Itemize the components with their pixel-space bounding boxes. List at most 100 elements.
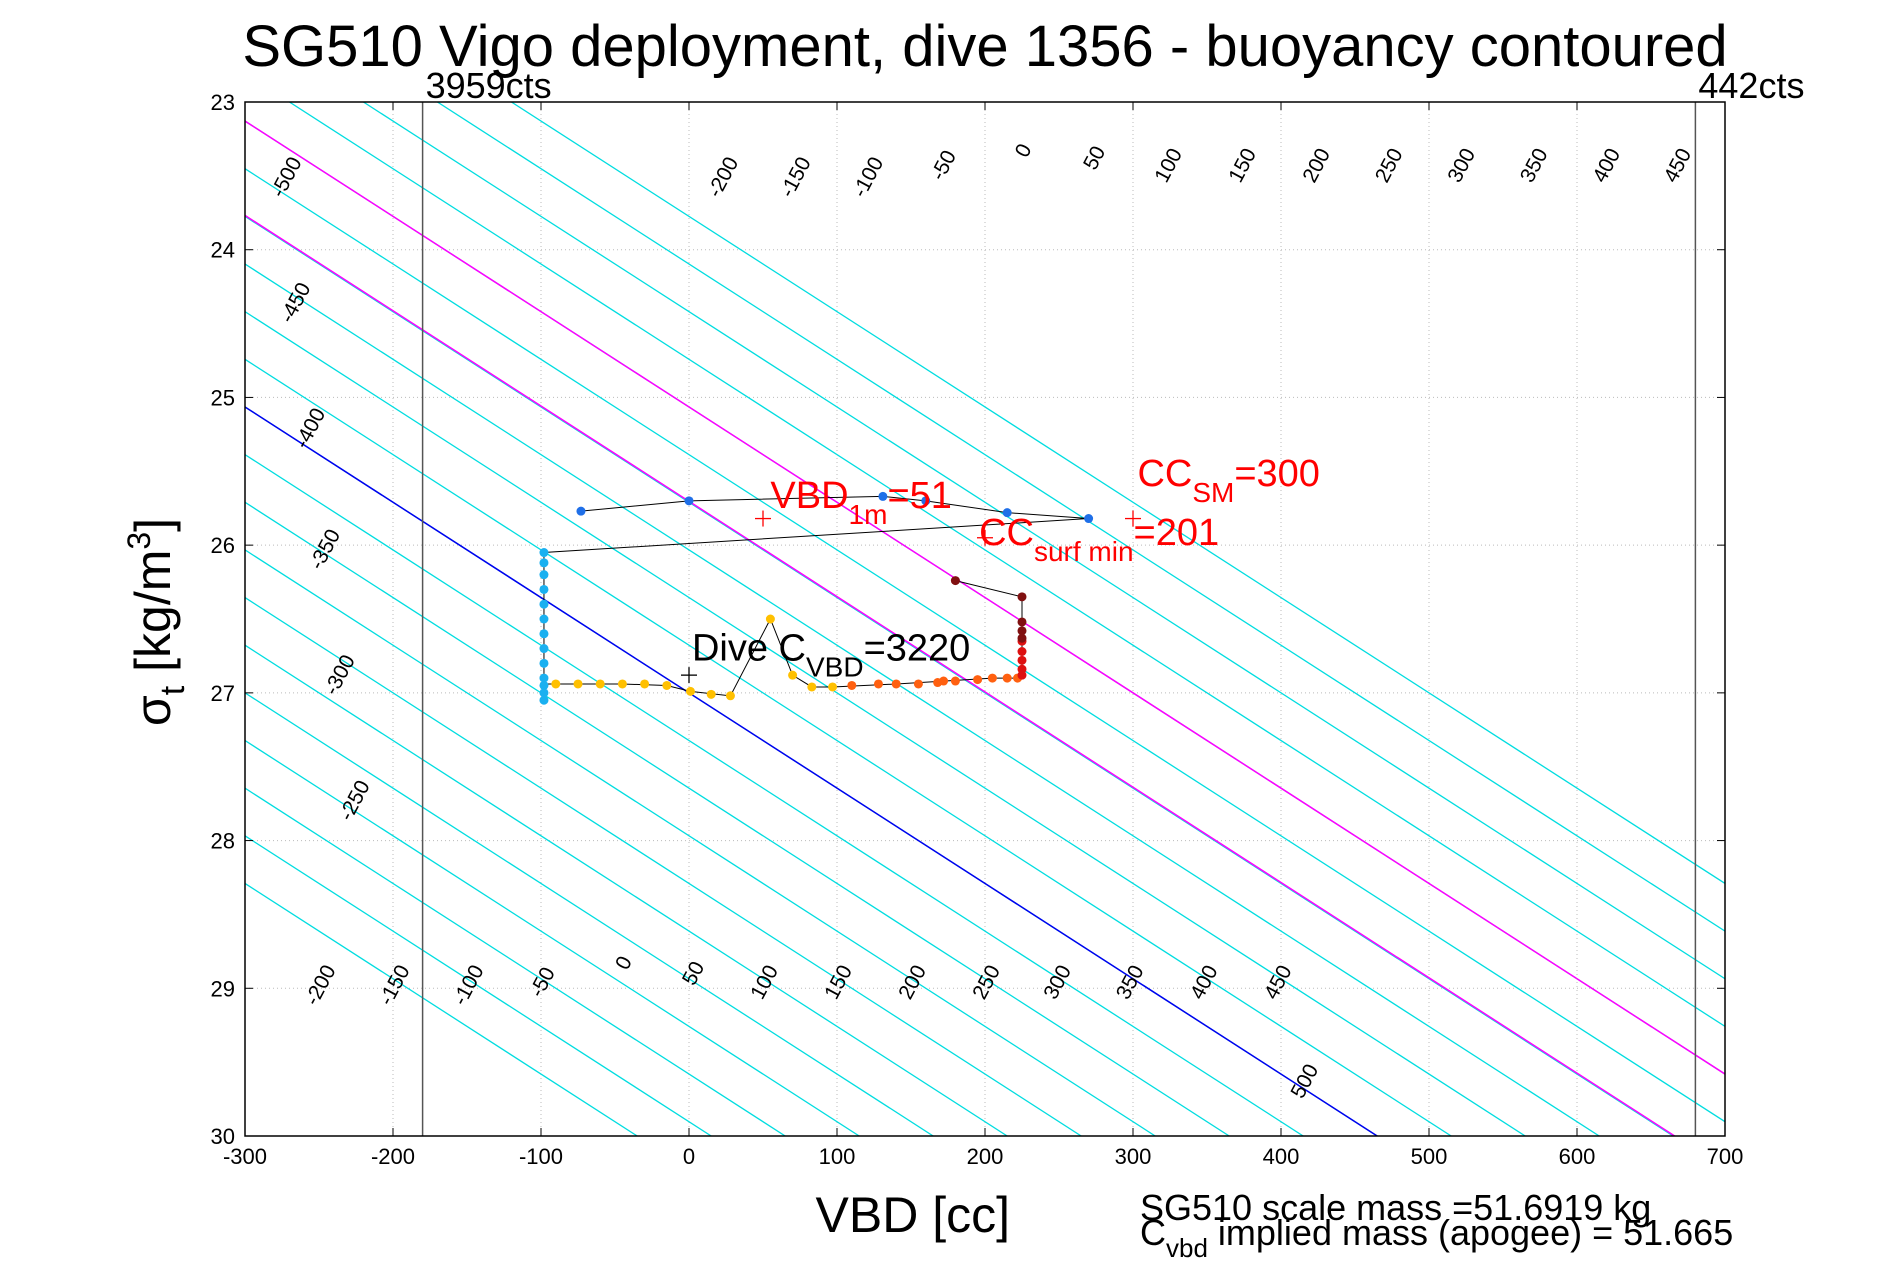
data-point	[878, 491, 888, 501]
buoyancy-contour-line	[245, 835, 712, 1136]
chart-title: SG510 Vigo deployment, dive 1356 - buoya…	[242, 14, 1727, 79]
x-tick-label: 200	[967, 1144, 1004, 1169]
data-point	[725, 691, 735, 701]
buoyancy-contour-line	[245, 644, 1008, 1136]
buoyancy-contour-line	[245, 358, 1452, 1136]
data-point	[1084, 514, 1094, 524]
data-point	[685, 686, 695, 696]
marker-label-tail: =201	[1134, 512, 1220, 554]
data-points	[539, 491, 1094, 705]
data-point	[595, 679, 605, 689]
buoyancy-contour-line	[363, 102, 1725, 980]
data-point	[973, 675, 983, 685]
x-tick-label: -200	[371, 1144, 415, 1169]
data-point	[640, 679, 650, 689]
buoyancy-contour-line	[245, 215, 1674, 1136]
marker-label-main: Dive C	[692, 627, 806, 669]
y-axis-label-sub: t	[154, 685, 192, 695]
x-tick-label: 400	[1263, 1144, 1300, 1169]
vbd-limit-lines: 3959cts 442cts	[421, 65, 1804, 1136]
x-tick-label: 700	[1707, 1144, 1744, 1169]
data-point	[539, 548, 549, 558]
marker-label-main: VBD	[770, 475, 848, 517]
x-tick-label: -100	[519, 1144, 563, 1169]
vbd-limit-label: 3959cts	[426, 65, 552, 106]
scale-mass-note: SG510 scale mass =51.6919 kg	[1140, 1187, 1651, 1228]
data-point	[573, 679, 583, 689]
marker-label: VBD1m=51	[770, 475, 952, 530]
vbd-limit-label: 442cts	[1698, 65, 1804, 106]
data-point	[1017, 646, 1027, 656]
y-tick-label: 30	[211, 1124, 235, 1149]
y-tick-label: 23	[211, 90, 235, 115]
marker-label: Dive CVBD=3220	[692, 627, 970, 682]
marker-label-sub: surf min	[1034, 536, 1134, 567]
data-point	[539, 614, 549, 624]
data-point	[1002, 508, 1012, 518]
marker-label-tail: =3220	[864, 627, 971, 669]
data-point	[706, 689, 716, 699]
data-point	[950, 576, 960, 586]
axis-ticks: -300 -200 -100 0 100 200 300 400 500 600 700 23 24 25…	[211, 90, 1744, 1169]
buoyancy-contour-line	[245, 310, 1526, 1136]
y-axis-label-sup: 3	[121, 532, 157, 550]
buoyancy-contour-line	[245, 787, 786, 1136]
buoyancy-contour-line	[437, 102, 1725, 932]
data-point	[539, 695, 549, 705]
y-tick-label: 29	[211, 976, 235, 1001]
data-point	[539, 584, 549, 594]
data-point	[576, 506, 586, 516]
marker-label-tail: =300	[1234, 453, 1320, 495]
data-point	[873, 679, 883, 689]
data-point	[891, 679, 901, 689]
data-point	[617, 679, 627, 689]
data-point	[788, 670, 798, 680]
x-tick-label: 300	[1115, 1144, 1152, 1169]
x-tick-label: 100	[819, 1144, 856, 1169]
y-tick-label: 24	[211, 238, 235, 263]
buoyancy-contour-line	[245, 263, 1600, 1136]
buoyancy-contour-line	[511, 102, 1725, 885]
data-point	[551, 679, 561, 689]
buoyancy-contour-line	[245, 882, 638, 1136]
data-point	[1017, 592, 1027, 602]
data-point	[1017, 655, 1027, 665]
y-axis-label-main: σ	[125, 695, 181, 726]
data-point	[1017, 617, 1027, 627]
x-tick-label: 600	[1559, 1144, 1596, 1169]
data-point	[828, 682, 838, 692]
x-tick-label: 500	[1411, 1144, 1448, 1169]
x-axis-label: VBD [cc]	[816, 1187, 1010, 1243]
buoyancy-contour-line	[245, 739, 860, 1136]
buoyancy-contour-line	[245, 692, 934, 1136]
buoyancy-contour-line	[245, 596, 1082, 1136]
data-point	[539, 570, 549, 580]
data-point	[539, 680, 549, 690]
data-point	[939, 676, 949, 686]
y-tick-label: 28	[211, 829, 235, 854]
implied-mass-rest: implied mass (apogee) = 51.665	[1208, 1212, 1733, 1253]
marker-label-main: CC	[1137, 453, 1192, 495]
y-axis-label-close: ]	[125, 518, 181, 532]
x-tick-label: 0	[683, 1144, 695, 1169]
data-point	[1002, 673, 1012, 683]
data-point	[1017, 670, 1027, 680]
marker-label: CCSM=300	[1137, 453, 1319, 508]
implied-mass-prefix: C	[1140, 1212, 1166, 1253]
marker-label-sub: VBD	[806, 651, 864, 682]
data-point	[847, 680, 857, 690]
marker-label-sub: SM	[1192, 477, 1234, 508]
data-point	[539, 599, 549, 609]
y-axis-label: σt [kg/m3]	[121, 518, 192, 726]
data-point	[950, 676, 960, 686]
data-point	[987, 673, 997, 683]
data-point	[1017, 633, 1027, 643]
y-axis-label-rest: [kg/m	[125, 550, 181, 686]
data-point	[539, 644, 549, 654]
buoyancy-contour-line	[289, 102, 1725, 1028]
marker-label-tail: =51	[887, 475, 951, 517]
data-point	[539, 658, 549, 668]
data-point	[539, 558, 549, 568]
implied-mass-sub: vbd	[1166, 1233, 1208, 1262]
